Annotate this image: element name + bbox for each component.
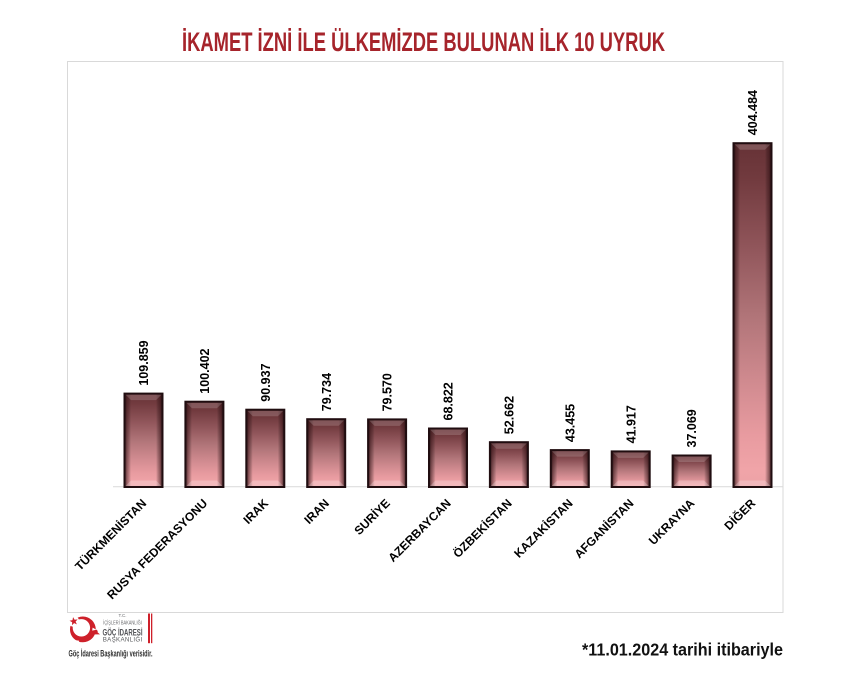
svg-text:100.402: 100.402 <box>198 348 212 393</box>
svg-text:BAŞKANLIĞI: BAŞKANLIĞI <box>103 637 143 644</box>
svg-text:79.734: 79.734 <box>320 373 334 411</box>
svg-text:İKAMET İZNİ İLE ÜLKEMİZDE BULU: İKAMET İZNİ İLE ÜLKEMİZDE BULUNAN İLK 10… <box>182 27 665 57</box>
svg-text:52.662: 52.662 <box>503 396 517 434</box>
svg-text:İÇİŞLERİ BAKANLIĞI: İÇİŞLERİ BAKANLIĞI <box>103 620 142 627</box>
svg-text:68.822: 68.822 <box>442 382 456 420</box>
svg-text:90.937: 90.937 <box>259 363 273 401</box>
svg-text:79.570: 79.570 <box>381 373 395 411</box>
svg-text:404.484: 404.484 <box>746 90 760 135</box>
svg-text:109.859: 109.859 <box>137 340 151 385</box>
svg-text:43.455: 43.455 <box>563 404 577 442</box>
svg-text:*11.01.2024 tarihi itibariyle: *11.01.2024 tarihi itibariyle <box>582 640 783 660</box>
svg-text:T.C.: T.C. <box>118 613 126 618</box>
svg-text:Göç İdaresi Başkanlığı verisid: Göç İdaresi Başkanlığı verisidir. <box>69 647 153 658</box>
svg-text:37.069: 37.069 <box>685 409 699 447</box>
svg-text:GÖÇ İDARESİ: GÖÇ İDARESİ <box>103 627 143 638</box>
svg-text:41.917: 41.917 <box>624 405 638 443</box>
